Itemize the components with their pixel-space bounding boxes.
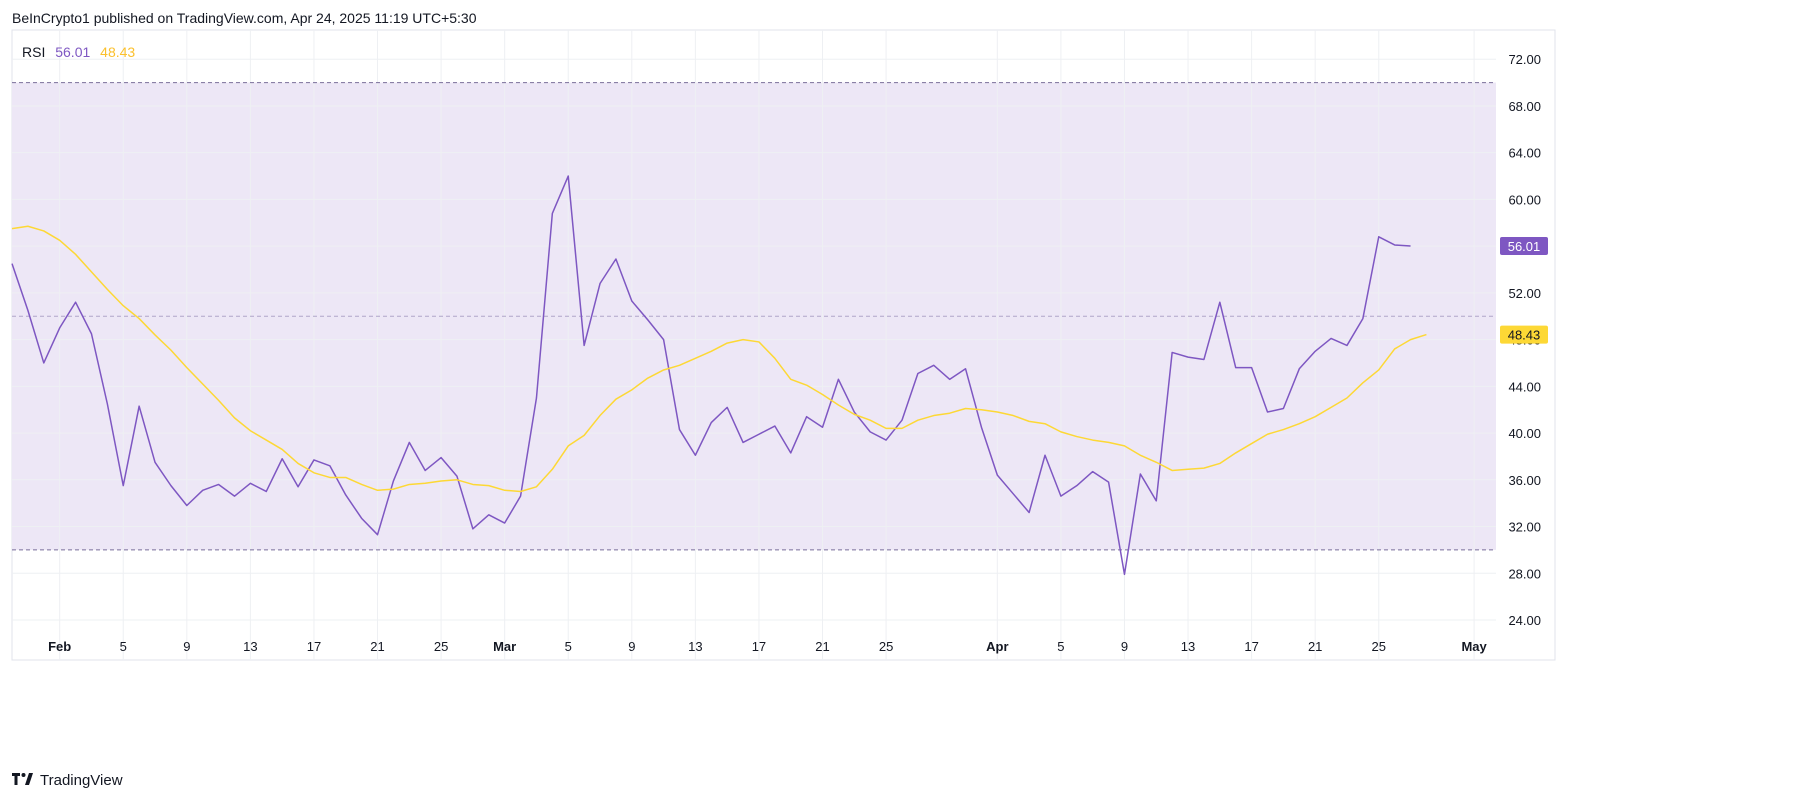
publisher-caption: BeInCrypto1 published on TradingView.com…	[12, 10, 477, 26]
x-tick-label: 25	[879, 639, 893, 654]
y-tick-label: 32.00	[1508, 520, 1541, 535]
y-tick-label: 40.00	[1508, 426, 1541, 441]
x-tick-label: Apr	[986, 639, 1008, 654]
legend-rsi-value: 56.01	[55, 44, 91, 60]
y-tick-label: 52.00	[1508, 286, 1541, 301]
x-tick-label: 25	[434, 639, 448, 654]
x-tick-label: 5	[1057, 639, 1064, 654]
x-tick-label: May	[1461, 639, 1487, 654]
y-tick-label: 72.00	[1508, 52, 1541, 67]
y-tick-label: 68.00	[1508, 99, 1541, 114]
x-tick-label: 13	[1181, 639, 1195, 654]
series-line-rsi	[11, 175, 1411, 576]
x-tick-label: 21	[815, 639, 829, 654]
x-tick-label: 9	[628, 639, 635, 654]
x-tick-label: 13	[688, 639, 702, 654]
x-tick-label: 21	[370, 639, 384, 654]
x-tick-label: Mar	[493, 639, 516, 654]
y-tick-label: 60.00	[1508, 192, 1541, 207]
ma-last-value-label-bg	[1500, 325, 1548, 344]
x-tick-label: 17	[752, 639, 766, 654]
ma-last-value-label: 48.43	[1508, 328, 1541, 343]
x-tick-label: 9	[183, 639, 190, 654]
series-line-ma	[11, 225, 1427, 493]
brand-label: TradingView	[40, 772, 123, 789]
x-tick-label: 17	[307, 639, 321, 654]
tradingview-logo-icon	[12, 772, 34, 789]
legend-name: RSI	[22, 44, 46, 60]
y-tick-label: 44.00	[1508, 379, 1541, 394]
y-tick-label: 24.00	[1508, 613, 1541, 628]
x-tick-label: 9	[1121, 639, 1128, 654]
rsi-last-value-label-bg	[1500, 237, 1548, 256]
x-tick-label: 25	[1372, 639, 1386, 654]
y-tick-label: 36.00	[1508, 473, 1541, 488]
x-tick-label: 5	[120, 639, 127, 654]
x-tick-label: 13	[243, 639, 257, 654]
x-tick-label: 21	[1308, 639, 1322, 654]
legend-ma-value: 48.43	[100, 44, 136, 60]
x-tick-label: 5	[565, 639, 572, 654]
x-tick-label: 17	[1244, 639, 1258, 654]
y-tick-label: 28.00	[1508, 566, 1541, 581]
rsi-last-value-label: 56.01	[1508, 239, 1541, 254]
y-tick-label: 64.00	[1508, 146, 1541, 161]
indicator-legend[interactable]: RSI 56.01 48.43	[22, 44, 141, 60]
x-tick-label: Feb	[48, 639, 71, 654]
tradingview-brand[interactable]: TradingView	[12, 772, 123, 789]
